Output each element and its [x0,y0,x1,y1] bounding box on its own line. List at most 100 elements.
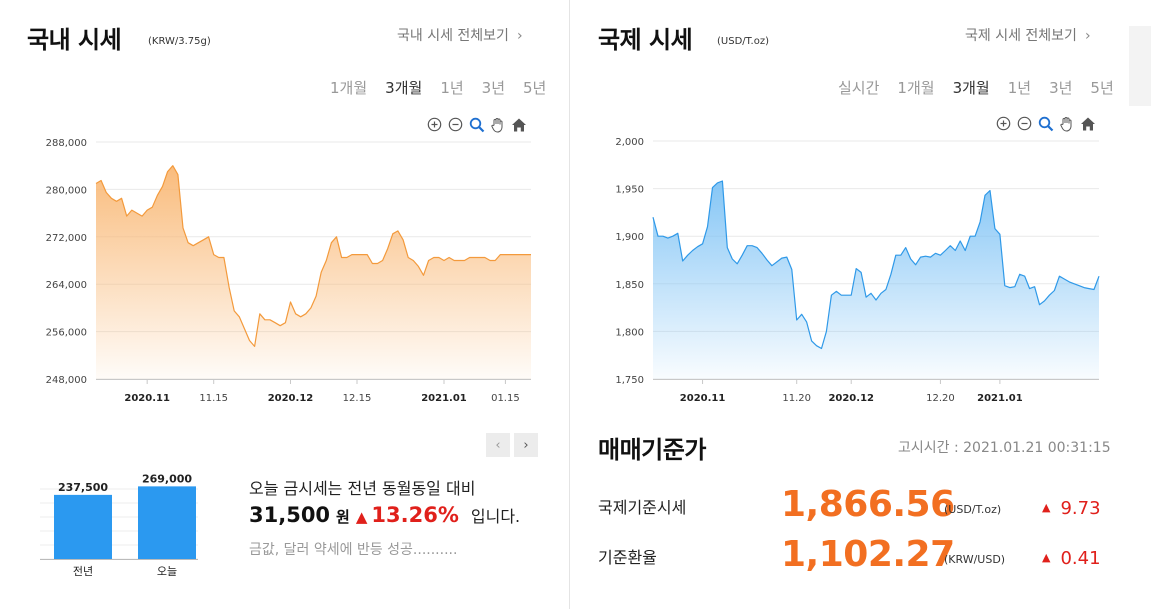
news-headline-link[interactable]: 금값, 달러 약세에 반등 성공.......... [249,542,458,558]
domestic-xtick-label: 2020.11 [124,393,170,404]
international-more-link[interactable]: 국제 시세 전체보기 › [965,25,1091,45]
magnifier-icon[interactable] [468,116,485,133]
side-scroll-strip [1129,26,1151,106]
domestic-xtick-label: 2021.01 [421,393,467,404]
bar-0 [54,494,112,559]
domestic-period-tab-0[interactable]: 1개월 [330,79,368,97]
zoom-in-icon[interactable] [995,115,1012,132]
international-more-link-label: 국제 시세 전체보기 [965,28,1077,44]
chevron-right-icon: › [516,28,523,44]
domestic-more-link[interactable]: 국내 시세 전체보기 › [397,25,523,45]
international-price-chart: 1,750 1,800 1,850 1,900 1,950 2,000 2020.11 11.… [615,137,1100,404]
up-triangle-icon: ▲ [1042,551,1051,564]
domestic-xtick-label: 2020.12 [268,393,314,404]
international-period-tabs: 실시간 1개월 3개월 1년 3년 5년 [838,77,1114,98]
domestic-ytick-label: 288,000 [46,138,87,149]
zoom-out-icon[interactable] [1016,115,1033,132]
domestic-period-tab-1[interactable]: 3개월 [385,79,423,97]
domestic-period-tab-2[interactable]: 1년 [440,79,464,97]
year-over-year-bar-chart: 237,500 전년 269,000 오늘 [40,472,198,578]
international-xtick-label: 2021.01 [977,393,1023,404]
international-period-tab-0[interactable]: 실시간 [838,79,880,97]
rate-row-exchange: 기준환율 1,102.27 (KRW/USD) ▲ 0.41 [598,534,1118,578]
zoom-in-icon[interactable] [426,116,443,133]
international-ytick-label: 1,900 [615,232,644,243]
rate-change-value: 0.41 [1060,548,1101,569]
rate-row-intl-base: 국제기준시세 1,866.56 (USD/T.oz) ▲ 9.73 [598,484,1118,528]
domestic-ytick-label: 272,000 [46,233,87,244]
chevron-left-icon[interactable]: ‹ [486,433,510,457]
international-period-tab-5[interactable]: 5년 [1090,79,1114,97]
international-panel: 국제 시세 (USD/T.oz) 국제 시세 전체보기 › 실시간 1개월 3개월 1년… [571,0,1151,609]
domestic-series-line [95,165,531,347]
bar-category-label: 전년 [73,565,93,578]
rate-unit: (USD/T.oz) [944,503,1002,516]
domestic-ytick-label: 280,000 [46,185,87,196]
magnifier-icon[interactable] [1037,115,1054,132]
rate-change: ▲ 9.73 [1042,498,1101,519]
bar-1 [138,486,196,559]
home-icon[interactable] [1079,115,1096,132]
rate-change: ▲ 0.41 [1042,548,1101,569]
rate-change-value: 9.73 [1060,498,1101,519]
domestic-area-fill [96,165,531,379]
bar-data-label: 237,500 [58,481,108,494]
rate-value: 1,102.27 [781,534,955,575]
up-triangle-icon: ▲ [355,508,368,526]
rate-unit: (KRW/USD) [944,553,1006,566]
hand-icon[interactable] [1058,115,1075,132]
summary-suffix: 입니다. [470,507,521,526]
domestic-xtick-label: 12.15 [343,393,372,404]
domestic-xtick-label: 01.15 [491,393,520,404]
bar-category-label: 오늘 [157,565,177,578]
international-series-line [652,180,1100,350]
international-period-tab-4[interactable]: 3년 [1049,79,1073,97]
domestic-price-chart: 248,000 256,000 264,000 272,000 280,000 288,0… [46,138,531,404]
home-icon[interactable] [510,116,527,133]
hand-icon[interactable] [489,116,506,133]
domestic-pager: ‹ › [486,433,538,457]
international-ytick-label: 1,800 [615,327,644,338]
domestic-ytick-label: 264,000 [46,280,87,291]
international-title: 국제 시세 [598,26,693,54]
domestic-period-tab-3[interactable]: 3년 [481,79,505,97]
domestic-ytick-label: 248,000 [46,375,87,386]
bar-data-label: 269,000 [142,472,192,485]
domestic-unit: (KRW/3.75g) [148,36,211,47]
domestic-summary: 오늘 금시세는 전년 동월동일 대비 31,500 원 ▲ 13.26% 입니다… [249,475,549,565]
domestic-chart-toolbar [426,116,527,133]
rate-label: 국제기준시세 [598,498,687,517]
panel-divider [569,0,570,609]
chevron-right-icon[interactable]: › [514,433,538,457]
rate-value: 1,866.56 [781,484,955,525]
international-unit: (USD/T.oz) [717,36,770,47]
international-area-fill [653,181,1099,379]
chevron-right-icon: › [1084,28,1091,44]
base-price-title: 매매기준가 [598,436,706,464]
rate-label: 기준환율 [598,548,657,567]
domestic-period-tabs: 1개월 3개월 1년 3년 5년 [330,77,546,98]
international-ytick-label: 1,950 [615,185,644,196]
international-period-tab-2[interactable]: 3개월 [952,79,990,97]
international-xtick-label: 11.20 [782,393,811,404]
international-period-tab-1[interactable]: 1개월 [897,79,935,97]
international-period-tab-3[interactable]: 1년 [1007,79,1032,97]
international-chart-toolbar [995,115,1096,132]
domestic-more-link-label: 국내 시세 전체보기 [397,28,509,44]
up-triangle-icon: ▲ [1042,501,1051,514]
zoom-out-icon[interactable] [447,116,464,133]
summary-percent: 13.26% [371,503,459,527]
international-ytick-label: 1,850 [615,280,644,291]
international-ytick-label: 1,750 [615,375,644,386]
international-xtick-label: 2020.12 [828,393,874,404]
domestic-title: 국내 시세 [27,26,122,54]
international-xtick-label: 2020.11 [680,393,726,404]
international-ytick-label: 2,000 [615,137,644,148]
summary-figures: 31,500 원 ▲ 13.26% 입니다. [249,503,520,527]
summary-won: 원 [336,508,350,526]
summary-text: 오늘 금시세는 전년 동월동일 대비 [249,479,476,498]
domestic-ytick-label: 256,000 [46,328,87,339]
domestic-xtick-label: 11.15 [199,393,228,404]
domestic-period-tab-4[interactable]: 5년 [523,79,547,97]
domestic-panel: 국내 시세 (KRW/3.75g) 국내 시세 전체보기 › 1개월 3개월 1년 3년… [0,0,570,609]
